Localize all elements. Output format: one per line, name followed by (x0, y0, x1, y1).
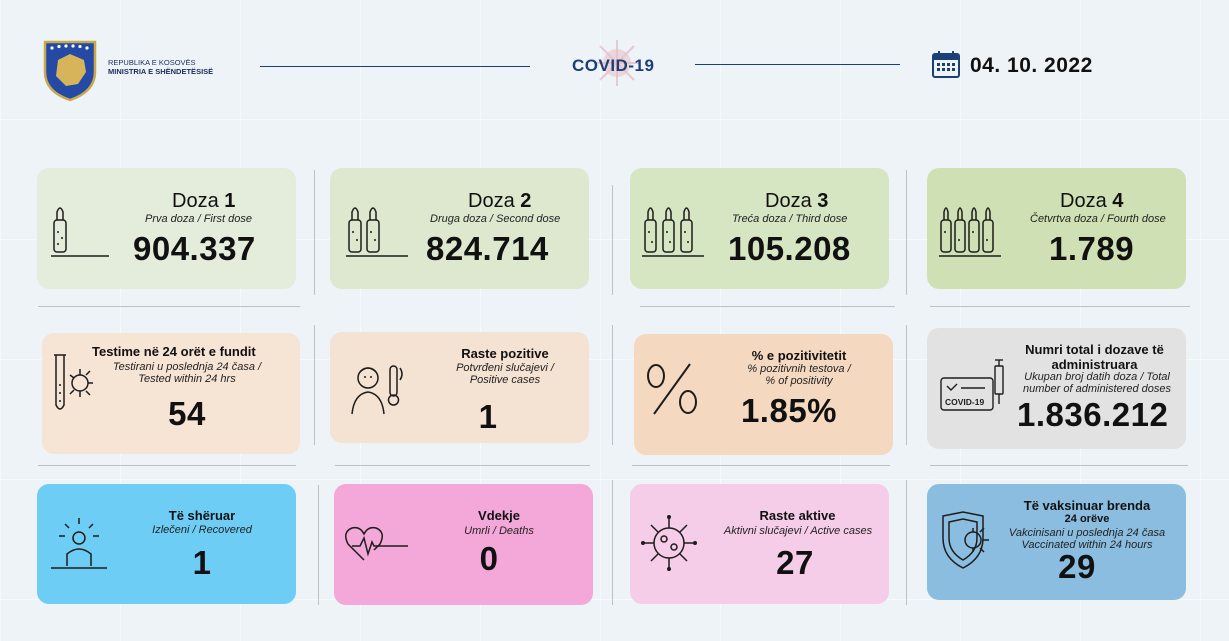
calendar-icon (931, 49, 961, 79)
org-line-2: MINISTRIA E SHËNDETËSISË (108, 67, 214, 76)
divider (906, 480, 907, 605)
divider (314, 325, 315, 445)
positivity-value: 1.85% (740, 392, 838, 429)
divider (318, 485, 319, 605)
dose-2-card: Doza 2 Druga doza / Second dose 824.714 (330, 168, 589, 289)
total-doses-value: 1.836.212 (1017, 396, 1169, 433)
tests-subtitle: Testirani u poslednja 24 časa / Tested wi… (112, 361, 262, 385)
divider (38, 465, 296, 466)
vial-3-icon (642, 202, 706, 258)
deaths-card: Vdekje Umrli / Deaths 0 (334, 484, 593, 605)
org-line-1: REPUBLIKA E KOSOVËS (108, 58, 196, 67)
recovered-title: Të shëruar (168, 508, 236, 523)
percent-icon (640, 360, 704, 418)
total-doses-card: COVID-19 Numri total i dozave të administ… (927, 328, 1186, 449)
positivity-title: % e pozitivitetit (751, 348, 847, 363)
tests-card: Testime në 24 orët e fundit Testirani u … (42, 333, 300, 454)
vaccinated-24h-subtitle: Vakcinisani u poslednja 24 časa Vaccinate… (1008, 527, 1166, 551)
dose-2-subtitle: Druga doza / Second dose (430, 213, 561, 225)
divider (335, 465, 590, 466)
vaccinated-24h-card: Të vaksinuar brenda 24 orëve Vakcinisani … (927, 484, 1186, 600)
divider (906, 325, 907, 445)
deaths-subtitle: Umrli / Deaths (464, 525, 534, 537)
tests-title: Testime në 24 orët e fundit (92, 344, 256, 359)
dose-2-title: Doza 2 (468, 190, 532, 212)
divider (314, 170, 315, 295)
positive-value: 1 (478, 398, 498, 435)
active-title: Raste aktive (759, 508, 836, 523)
deaths-value: 0 (479, 540, 499, 577)
divider (930, 306, 1190, 307)
vaccinated-24h-title: Të vaksinuar brenda 24 orëve (1023, 498, 1151, 525)
vaccine-certificate-icon: COVID-19 (939, 358, 1009, 414)
divider (906, 170, 907, 295)
positive-title: Raste pozitive (461, 346, 549, 361)
page-title: COVID-19 (572, 56, 655, 75)
header-divider-right (695, 64, 900, 65)
positive-subtitle: Potvrđeni slučajevi / Positive cases (456, 362, 554, 386)
test-tube-icon (50, 349, 94, 415)
dose-4-title: Doza 4 (1060, 190, 1124, 212)
dose-1-subtitle: Prva doza / First dose (145, 213, 252, 225)
dose-4-card: Doza 4 Četvrtva doza / Fourth dose 1.789 (927, 168, 1186, 289)
vial-2-icon (346, 202, 410, 258)
positivity-card: % e pozitivitetit % pozitivnih testova /… (634, 334, 893, 455)
total-doses-title: Numri total i dozave të administruara (1025, 342, 1164, 372)
dose-2-value: 824.714 (426, 230, 549, 267)
dose-4-subtitle: Četvrtva doza / Fourth dose (1030, 213, 1166, 225)
vial-1-icon (51, 202, 111, 258)
dose-3-card: Doza 3 Treća doza / Third dose 105.208 (630, 168, 889, 289)
total-doses-subtitle: Ukupan broj datih doza / Total number of … (1023, 371, 1171, 395)
active-card: Raste aktive Aktivni slučajevi / Active … (630, 484, 889, 604)
deaths-title: Vdekje (478, 508, 520, 523)
vial-4-icon (939, 202, 1003, 258)
report-date: 04. 10. 2022 (970, 54, 1093, 77)
header-divider-left (260, 66, 530, 67)
virus-watermark-icon (592, 38, 642, 88)
divider (612, 185, 613, 295)
dose-3-title: Doza 3 (765, 190, 829, 212)
ministry-name: REPUBLIKA E KOSOVËS MINISTRIA E SHËNDETË… (108, 58, 213, 76)
divider (632, 465, 890, 466)
dose-3-value: 105.208 (728, 230, 851, 267)
vaccinated-24h-value: 29 (1058, 548, 1096, 585)
divider (930, 465, 1188, 466)
divider (612, 480, 613, 605)
dose-1-card: Doza 1 Prva doza / First dose 904.337 (37, 168, 296, 289)
recovered-person-icon (47, 514, 111, 572)
dose-3-subtitle: Treća doza / Third dose (732, 213, 848, 225)
active-value: 27 (776, 544, 814, 581)
tests-value: 54 (168, 395, 206, 432)
kosovo-coat-of-arms-icon (40, 38, 100, 102)
recovered-card: Të shëruar Izlečeni / Recovered 1 (37, 484, 296, 604)
shield-virus-icon (939, 510, 997, 570)
divider (612, 325, 613, 445)
virus-icon (640, 514, 698, 572)
recovered-subtitle: Izlečeni / Recovered (152, 524, 252, 536)
dose-1-value: 904.337 (133, 230, 256, 267)
positive-card: Raste pozitive Potvrđeni slučajevi / Posi… (330, 332, 589, 443)
heart-ekg-icon (344, 524, 410, 564)
divider (640, 306, 895, 307)
dose-4-value: 1.789 (1049, 230, 1135, 267)
active-subtitle: Aktivni slučajevi / Active cases (723, 525, 873, 537)
positivity-subtitle: % pozitivnih testova /% of positivity (747, 363, 851, 387)
sick-person-thermometer-icon (346, 360, 406, 416)
recovered-value: 1 (192, 544, 212, 581)
covid-label: COVID-19 (945, 397, 984, 407)
divider (38, 306, 300, 307)
dose-1-title: Doza 1 (172, 190, 236, 212)
